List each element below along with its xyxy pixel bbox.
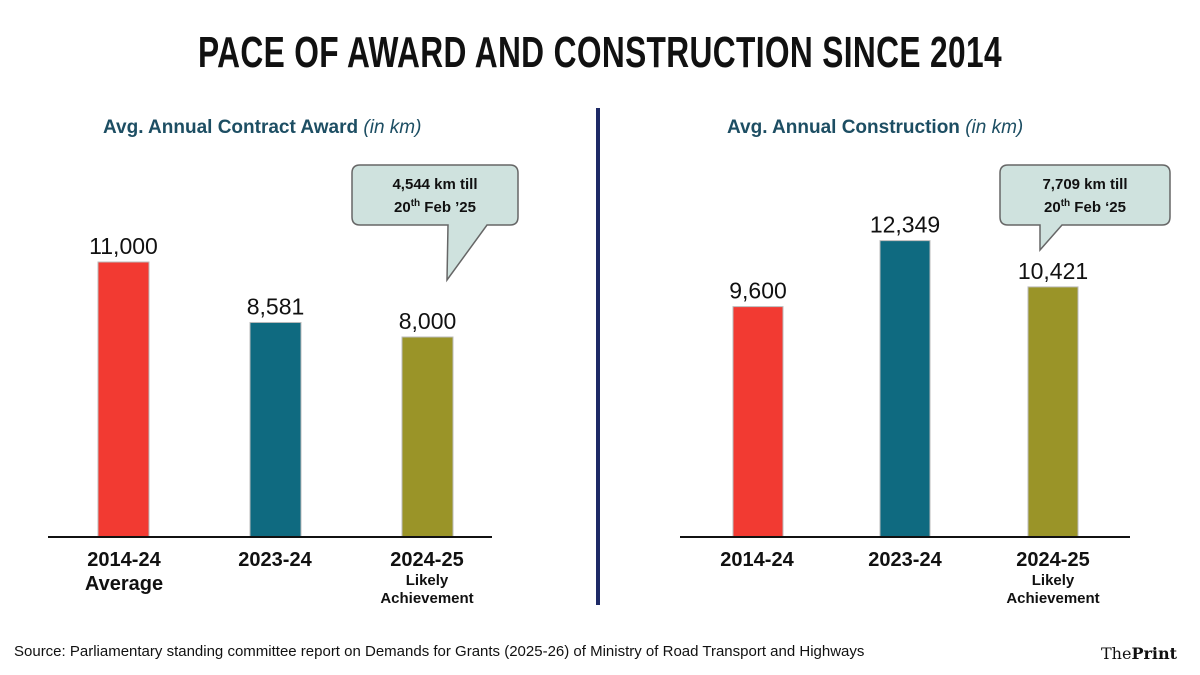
left-chart-title: Avg. Annual Contract Award (in km) xyxy=(103,117,422,138)
page-title: PACE OF AWARD AND CONSTRUCTION SINCE 201… xyxy=(198,28,1002,77)
left-category-label-2: 2024-25 Likely Achievement xyxy=(380,549,474,607)
left-bar-2024-25 xyxy=(401,336,454,538)
right-category-label-0: 2014-24 xyxy=(720,549,794,571)
left-value-label: 8,581 xyxy=(247,293,305,319)
right-value-label: 9,600 xyxy=(729,278,787,304)
left-value-label: 11,000 xyxy=(89,233,158,259)
right-callout-text: 7,709 km till 20th Feb ‘25 xyxy=(1042,176,1128,216)
right-bar-2014-24 xyxy=(732,306,784,538)
right-value-label: 12,349 xyxy=(870,212,940,238)
right-category-label-1: 2023-24 xyxy=(868,549,942,571)
right-bar-2023-24 xyxy=(879,240,931,538)
left-value-label: 8,000 xyxy=(399,308,457,334)
right-chart-title: Avg. Annual Construction (in km) xyxy=(727,117,1024,138)
left-callout-bubble xyxy=(351,164,519,283)
right-callout-bubble xyxy=(999,164,1171,252)
right-bar-2024-25 xyxy=(1027,286,1079,538)
theprint-logo: ThePrint xyxy=(1101,644,1178,663)
left-bar-2023-24 xyxy=(249,321,302,538)
source-note: Source: Parliamentary standing committee… xyxy=(14,643,865,660)
left-category-label-0: 2014-24 Average xyxy=(84,549,164,595)
right-value-label: 10,421 xyxy=(1018,258,1088,284)
panel-divider xyxy=(596,108,600,605)
right-category-label-2: 2024-25 Likely Achievement xyxy=(1006,549,1100,607)
left-callout-text: 4,544 km till 20th Feb ’25 xyxy=(392,176,478,216)
left-bar-2014-24 xyxy=(97,261,150,538)
left-category-label-1: 2023-24 xyxy=(238,549,312,571)
